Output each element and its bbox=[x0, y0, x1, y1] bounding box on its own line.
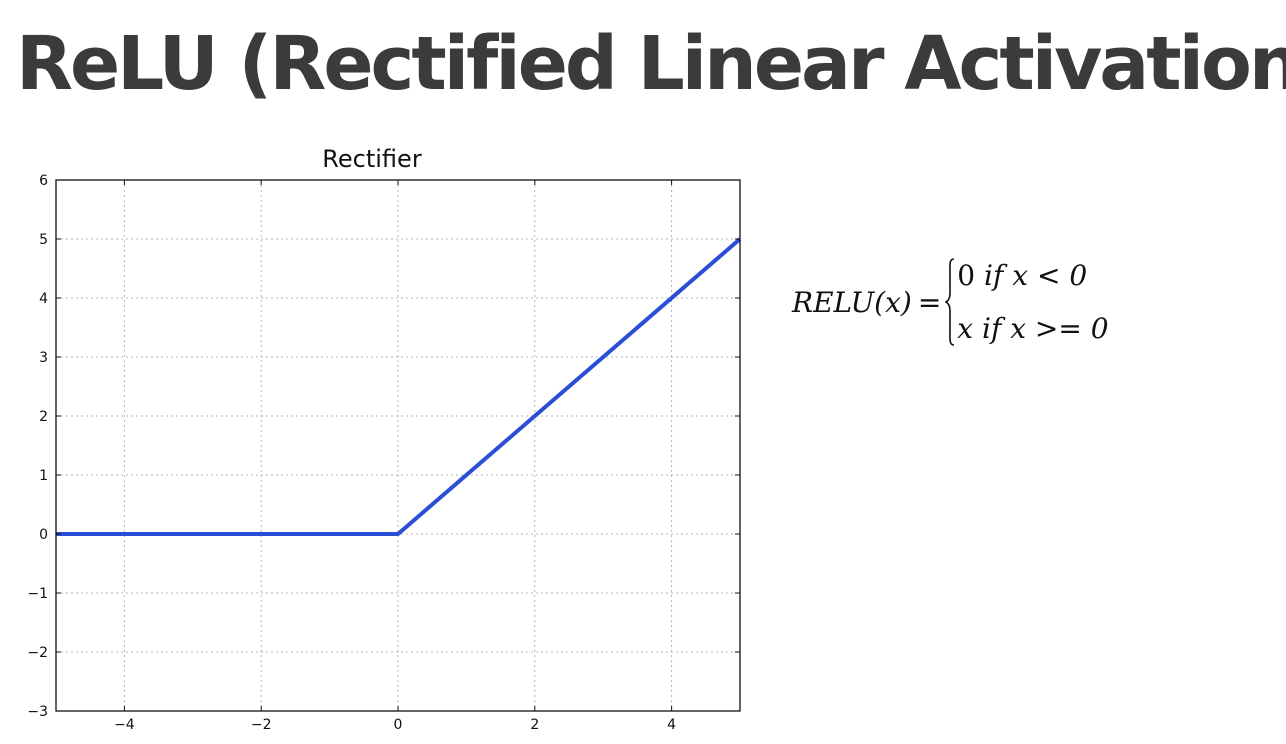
x-tick-label: 2 bbox=[530, 717, 539, 733]
relu-line bbox=[56, 237, 742, 536]
plot-lines bbox=[56, 237, 742, 536]
axis-ticks: −4 −2 0 2 4 −3 −2 −1 0 1 2 3 4 5 6 bbox=[27, 173, 740, 733]
case-expr: x bbox=[957, 312, 974, 345]
y-tick-label: −1 bbox=[27, 586, 48, 602]
formula-equals: = bbox=[917, 285, 942, 319]
case-if: if bbox=[984, 259, 1004, 292]
formula-case-negative: 0 if x < 0 bbox=[957, 259, 1108, 292]
formula-case-nonnegative: x if x >= 0 bbox=[957, 312, 1108, 345]
y-tick-label: 0 bbox=[39, 527, 48, 543]
case-expr: 0 bbox=[957, 259, 976, 292]
grid bbox=[56, 179, 740, 712]
x-tick-label: 0 bbox=[394, 717, 403, 733]
formula-cases: 0 if x < 0 x if x >= 0 bbox=[957, 259, 1108, 345]
x-tick-label: −2 bbox=[251, 717, 272, 733]
y-tick-label: 2 bbox=[39, 409, 48, 425]
case-if: if bbox=[982, 312, 1002, 345]
x-tick-label: 4 bbox=[667, 717, 676, 733]
relu-chart: Rectifier −4 −2 0 2 4 −3 −2 −1 0 1 2 3 4 5 6 bbox=[27, 145, 742, 733]
x-tick-label: −4 bbox=[114, 717, 135, 733]
case-condition: x < 0 bbox=[1012, 259, 1088, 292]
case-condition: x >= 0 bbox=[1010, 312, 1109, 345]
y-tick-label: −3 bbox=[27, 704, 48, 720]
y-tick-label: 6 bbox=[39, 173, 48, 189]
y-tick-label: 3 bbox=[39, 350, 48, 366]
formula-lhs: RELU(x) bbox=[792, 285, 912, 319]
chart-title: Rectifier bbox=[322, 145, 422, 173]
slide-title: ReLU (Rectified Linear Activation) bbox=[16, 21, 1286, 107]
y-tick-label: 5 bbox=[39, 232, 48, 248]
y-tick-label: 1 bbox=[39, 468, 48, 484]
y-tick-label: 4 bbox=[39, 291, 48, 307]
relu-formula: RELU(x) = 0 if x < 0 x if x >= 0 bbox=[792, 254, 1109, 350]
y-tick-label: −2 bbox=[27, 645, 48, 661]
left-brace bbox=[945, 258, 955, 346]
